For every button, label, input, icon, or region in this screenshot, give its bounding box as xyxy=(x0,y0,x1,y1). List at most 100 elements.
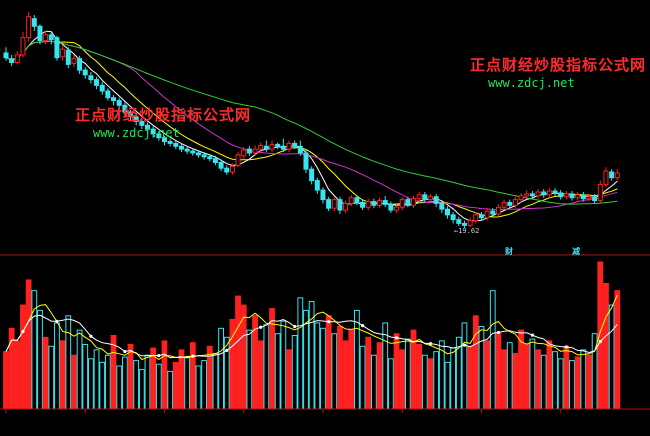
candle xyxy=(178,143,184,152)
candle-body xyxy=(190,150,196,154)
volume-bar xyxy=(167,370,174,410)
candle-body xyxy=(331,199,337,209)
candle-body xyxy=(575,194,581,199)
candle xyxy=(297,140,303,156)
candle-body xyxy=(145,124,150,130)
low-price-value: 19.62 xyxy=(458,227,480,235)
candle-body xyxy=(580,194,586,200)
candle-body xyxy=(241,149,247,157)
candle xyxy=(360,199,366,211)
candle xyxy=(484,208,490,221)
candle xyxy=(382,195,388,208)
volume-ma-dot xyxy=(496,330,501,335)
candle-body xyxy=(173,142,179,147)
candle-body xyxy=(3,52,9,59)
candle-body xyxy=(77,58,83,71)
candle xyxy=(495,204,501,217)
volume-bar xyxy=(59,340,66,410)
volume-bar xyxy=(229,318,236,410)
volume-ma-dot xyxy=(21,329,25,334)
volume-bar xyxy=(93,349,100,410)
volume-bar xyxy=(82,343,89,410)
volume-bar xyxy=(574,356,581,410)
volume-bar xyxy=(257,340,264,410)
volume-bar xyxy=(235,295,241,410)
candle-body xyxy=(286,142,292,150)
candle-body xyxy=(139,121,145,126)
volume-bar xyxy=(104,354,111,410)
volume-bar xyxy=(76,329,83,410)
candle xyxy=(422,192,428,203)
candle xyxy=(167,138,173,147)
candle-body xyxy=(9,58,15,63)
candle xyxy=(26,12,32,42)
volume-bar xyxy=(354,309,360,410)
volume-bar xyxy=(178,349,185,410)
volume-bar xyxy=(144,354,151,410)
volume-bar xyxy=(184,356,191,410)
candle-body xyxy=(297,145,303,154)
volume-bar xyxy=(3,351,9,410)
candle-body xyxy=(235,154,241,166)
candle xyxy=(246,146,252,156)
candle-body xyxy=(569,193,575,199)
candle-body xyxy=(371,201,377,206)
candle xyxy=(399,196,405,211)
candle xyxy=(258,142,264,152)
candle xyxy=(263,140,269,152)
candle xyxy=(286,140,292,152)
candle xyxy=(433,193,439,208)
volume-bar xyxy=(42,336,49,410)
volume-ma-dot xyxy=(428,341,433,346)
candle-body xyxy=(258,144,264,150)
volume-ma-long xyxy=(5,314,618,359)
candle xyxy=(450,212,456,224)
volume-ma-dot xyxy=(55,319,59,323)
candle xyxy=(309,166,315,185)
volume-bar xyxy=(195,365,202,410)
candle xyxy=(133,113,139,126)
volume-ma-dot xyxy=(360,324,365,328)
candle-body xyxy=(88,75,94,81)
candle xyxy=(586,193,592,202)
volume-bar xyxy=(421,354,428,410)
candle-body xyxy=(444,208,450,216)
candle xyxy=(71,54,77,68)
candle-body xyxy=(303,152,309,170)
candle xyxy=(207,153,213,162)
candle xyxy=(3,47,9,61)
candle xyxy=(145,122,150,133)
volume-bar xyxy=(404,338,411,410)
candle xyxy=(122,102,128,116)
candle-body xyxy=(116,100,122,106)
candle-body xyxy=(399,199,405,208)
candlestick-series xyxy=(3,12,620,228)
candle-body xyxy=(552,190,558,194)
candle-body xyxy=(354,197,360,203)
candle xyxy=(303,150,309,173)
candle-body xyxy=(337,199,343,211)
candle xyxy=(614,169,620,181)
volume-bar xyxy=(586,354,592,410)
candle xyxy=(241,147,247,159)
candle-body xyxy=(501,201,507,208)
volume-bar xyxy=(20,304,26,410)
candle-body xyxy=(111,97,117,102)
candle xyxy=(575,192,581,201)
volume-bar xyxy=(478,326,485,410)
volume-bar xyxy=(263,324,270,410)
candle-body xyxy=(122,104,128,113)
volume-bar xyxy=(523,343,530,410)
candle-body xyxy=(14,54,20,63)
volume-bar xyxy=(99,361,106,410)
candle-body xyxy=(495,206,501,215)
candle-body xyxy=(512,199,518,206)
candle xyxy=(156,131,162,141)
candle xyxy=(365,198,371,211)
candle-body xyxy=(167,141,173,144)
candle-body xyxy=(65,49,71,65)
candle-body xyxy=(161,137,167,143)
candle xyxy=(150,126,156,138)
candle xyxy=(99,81,105,95)
